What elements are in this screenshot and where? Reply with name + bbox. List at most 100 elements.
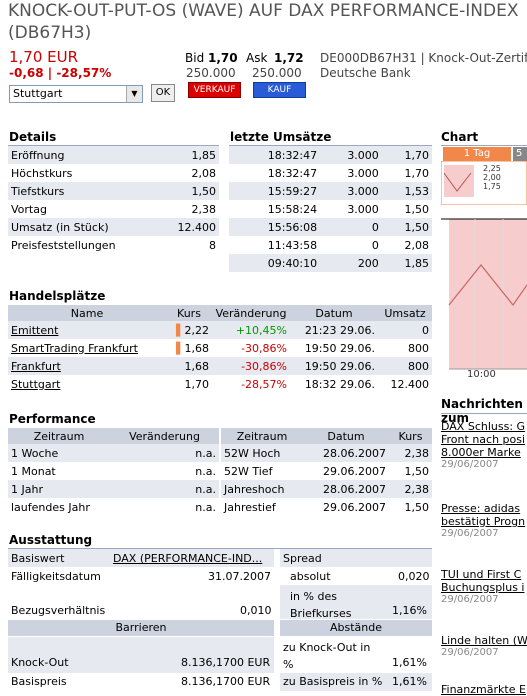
- venue-volume: 0: [378, 321, 432, 339]
- perf-change: n.a.: [195, 500, 216, 514]
- trade-volume: 0: [371, 238, 379, 252]
- trade-price: 2,08: [404, 238, 430, 252]
- mini-tick: 1,75: [483, 182, 501, 191]
- faelligkeit-label: Fälligkeitsdatum: [11, 570, 101, 583]
- chevron-down-icon[interactable]: ▼: [126, 86, 142, 102]
- column-header: Zeitraum: [8, 428, 110, 444]
- perf-date: 29.06.2007: [323, 500, 386, 514]
- price-change: -0,68 | -28,57%: [9, 66, 112, 80]
- page-title: KNOCK-OUT-PUT-OS (WAVE) AUF DAX PERFORMA…: [8, 1, 519, 21]
- venues-table: Name Kurs Veränderung Datum Umsatz Emitt…: [8, 305, 432, 393]
- column-header: Umsatz: [378, 305, 432, 321]
- news-link[interactable]: Buchungsplus i: [441, 581, 525, 594]
- pct-label: in % des Briefkurses: [290, 590, 352, 620]
- news-date: 29/06/2007: [441, 594, 499, 605]
- mini-tick: 2,00: [483, 173, 501, 182]
- absolut-label: absolut: [290, 570, 331, 583]
- basispreis-value: 8.136,1700 EUR: [181, 675, 271, 688]
- perf-period: Jahrestief: [224, 500, 276, 514]
- spread-label: Spread: [283, 552, 322, 565]
- sell-button[interactable]: VERKAUF: [188, 82, 241, 98]
- detail-label: Tiefstkurs: [8, 182, 159, 200]
- venue-date: 19:50 29.06.: [290, 357, 378, 375]
- news-item[interactable]: Presse: adidas bestätigt Progn 29/06/200…: [441, 502, 525, 539]
- ask-volume: 250.000: [252, 66, 302, 80]
- performance-left-table: Zeitraum Veränderung 1 Woche n.a. 1 Monat…: [8, 428, 219, 516]
- news-item[interactable]: TUI und First C Buchungsplus i 29/06/200…: [441, 568, 525, 605]
- trades-table: 18:32:47 3.000 1,70 18:32:47 3.000 1,70 15:5…: [229, 146, 432, 272]
- column-header: Datum: [290, 305, 378, 321]
- basiswert-link[interactable]: DAX (PERFORMANCE-IND...: [113, 552, 263, 565]
- knockout-label: Knock-Out: [11, 656, 69, 669]
- trade-price: 1,70: [381, 146, 432, 164]
- news-link[interactable]: Linde halten (W: [441, 634, 527, 647]
- bid-label: Bid: [185, 51, 205, 65]
- news-link[interactable]: Presse: adidas: [441, 502, 521, 515]
- zu-ko-value: 1,61%: [392, 656, 427, 669]
- intraday-chart[interactable]: 2,25 2,00 1,75 10:00: [441, 161, 527, 391]
- trade-volume: 200: [320, 254, 382, 272]
- ask-value: 1,72: [274, 51, 304, 65]
- tab-5-tage[interactable]: 5: [513, 147, 527, 161]
- bezug-label: Bezugsverhältnis: [11, 604, 106, 617]
- perf-price: 1,50: [404, 500, 430, 514]
- trade-price: 1,50: [404, 202, 430, 216]
- news-link[interactable]: Finanzmärkte E: [441, 683, 526, 696]
- venue-link[interactable]: Frankfurt: [11, 359, 61, 373]
- detail-value: 2,08: [191, 166, 217, 180]
- absolut-value: 0,020: [398, 570, 430, 583]
- news-item[interactable]: DAX Schluss: G Front nach posi 8.000er M…: [441, 420, 525, 470]
- trade-time: 15:59:27: [229, 182, 321, 200]
- news-link[interactable]: TUI und First C: [441, 568, 522, 581]
- news-link[interactable]: bestätigt Progn: [441, 515, 526, 528]
- trade-price: 1,70: [404, 166, 430, 180]
- zu-ko-label: zu Knock-Out in %: [283, 641, 371, 671]
- detail-value: 8: [209, 238, 216, 252]
- basiswert-label: Basiswert: [11, 552, 65, 565]
- exchange-select[interactable]: Stuttgart ▼: [9, 85, 143, 103]
- trade-price: 1,53: [381, 182, 432, 200]
- pct-value: 1,16%: [392, 604, 427, 617]
- ausstattung-title: Ausstattung: [9, 533, 93, 547]
- news-item[interactable]: Linde halten (W 29/06/2007: [441, 634, 527, 658]
- venues-title: Handelsplätze: [9, 289, 106, 303]
- knockout-value: 8.136,1700 EUR: [181, 656, 271, 669]
- barrieren-header: Barrieren: [8, 620, 274, 636]
- bezug-value: 0,010: [240, 604, 272, 617]
- venue-volume: 800: [378, 357, 432, 375]
- venue-link[interactable]: SmartTrading Frankfurt: [11, 341, 138, 355]
- performance-title: Performance: [9, 412, 96, 426]
- ok-button[interactable]: OK: [151, 84, 175, 102]
- news-link[interactable]: Front nach posi: [441, 433, 526, 446]
- detail-value: 2,38: [191, 202, 217, 216]
- perf-period: 52W Hoch: [221, 444, 303, 462]
- perf-period: Jahreshoch: [221, 480, 303, 498]
- column-header: Datum: [303, 428, 389, 444]
- mini-tick: 2,25: [483, 164, 501, 173]
- venue-link[interactable]: Emittent: [11, 323, 59, 337]
- bid-value: 1,70: [208, 51, 238, 65]
- news-title: Nachrichten zum: [441, 397, 523, 425]
- page-subtitle: (DB67H3): [8, 23, 92, 43]
- news-item[interactable]: Finanzmärkte E: [441, 683, 526, 696]
- trade-time: 09:40:10: [229, 254, 321, 272]
- perf-date: 28.06.2007: [303, 444, 389, 462]
- news-link[interactable]: DAX Schluss: G: [441, 420, 526, 433]
- column-header: Name: [8, 305, 166, 321]
- news-link[interactable]: 8.000er Marke: [441, 446, 521, 459]
- venue-volume: 800: [408, 341, 429, 355]
- buy-button[interactable]: KAUF: [253, 82, 306, 98]
- issuer: Deutsche Bank: [320, 66, 411, 80]
- tab-1-tag[interactable]: 1 Tag: [443, 147, 511, 161]
- trade-volume: 3.000: [320, 182, 382, 200]
- venue-change: -30,86%: [241, 341, 287, 355]
- faelligkeit-value: 31.07.2007: [208, 570, 271, 583]
- chart-time-label: 10:00: [467, 369, 496, 380]
- detail-label: Umsatz (in Stück): [8, 218, 159, 236]
- venue-link[interactable]: Stuttgart: [11, 377, 61, 391]
- abstaende-header: Abstände: [280, 620, 432, 636]
- trade-volume: 3.000: [347, 166, 379, 180]
- detail-value: 12.400: [158, 218, 219, 236]
- perf-date: 28.06.2007: [303, 480, 389, 498]
- venue-volume: 12.400: [390, 377, 430, 391]
